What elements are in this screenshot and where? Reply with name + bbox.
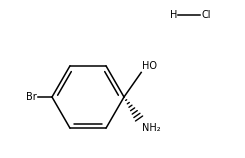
Text: Cl: Cl (201, 10, 210, 20)
Text: HO: HO (142, 61, 157, 71)
Text: Br: Br (26, 92, 37, 102)
Text: H: H (170, 10, 177, 20)
Text: NH₂: NH₂ (142, 123, 161, 133)
